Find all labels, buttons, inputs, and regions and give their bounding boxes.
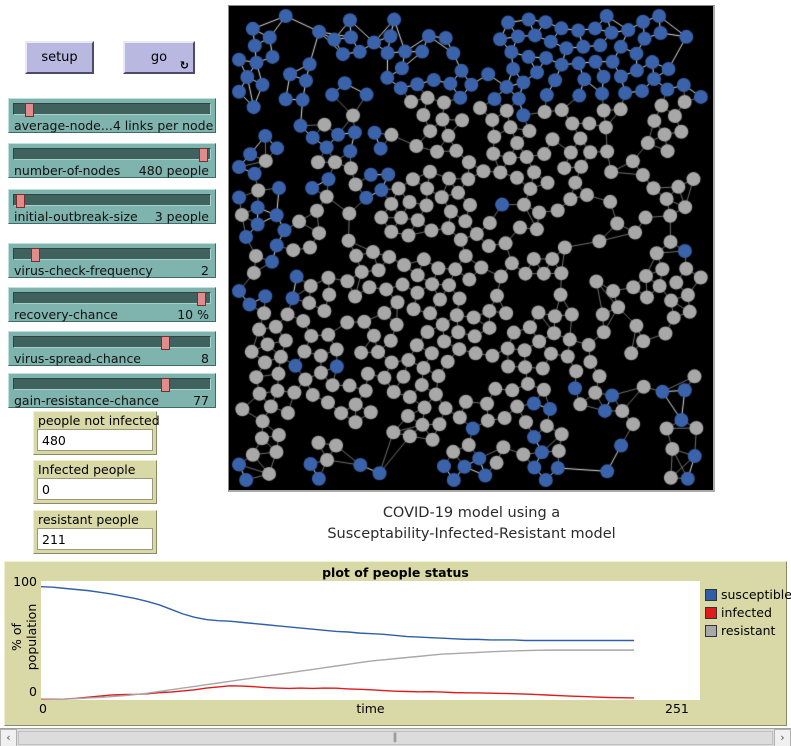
- slider-name-label: virus-check-frequency: [14, 262, 153, 278]
- go-button-label: go: [150, 50, 168, 65]
- slider-handle[interactable]: [25, 103, 34, 117]
- scroll-right-arrow-icon[interactable]: ›: [774, 728, 791, 746]
- monitor-resistant-people: resistant people 211: [33, 510, 157, 554]
- plot-title: plot of people status: [322, 565, 469, 580]
- legend-item-resistant: resistant: [705, 622, 791, 639]
- legend-swatch-infected: [705, 606, 717, 619]
- network-graph[interactable]: [229, 6, 713, 490]
- legend-item-infected: infected: [705, 604, 791, 621]
- slider-value-label: 8: [201, 350, 209, 366]
- y-axis-label: % of population: [9, 603, 39, 671]
- plot-legend: susceptible infected resistant: [705, 586, 791, 640]
- horizontal-scrollbar[interactable]: ‹ ‖ ›: [0, 728, 791, 746]
- slider-value-label: 2: [201, 262, 209, 278]
- slider-value-label: 3 people: [154, 208, 209, 224]
- slider-handle[interactable]: [16, 194, 25, 208]
- network-view[interactable]: [228, 5, 715, 492]
- slider-name-label: number-of-nodes: [14, 162, 121, 178]
- slider-average-node-degree[interactable]: average-node... 4 links per node: [8, 98, 216, 133]
- legend-label-resistant: resistant: [721, 623, 776, 638]
- slider-value-label: 4 links per node: [112, 117, 214, 133]
- caption-line-1: COVID-19 model using a: [382, 505, 561, 521]
- slider-track[interactable]: [13, 248, 211, 262]
- setup-button[interactable]: setup: [25, 41, 94, 74]
- slider-virus-check-frequency[interactable]: virus-check-frequency 2: [8, 243, 216, 278]
- scrollbar-thumb[interactable]: ‖: [18, 730, 773, 745]
- slider-track[interactable]: [13, 103, 211, 117]
- plot-panel[interactable]: plot of people status 100 0 % of populat…: [4, 561, 791, 726]
- monitor-people-not-infected: people not infected 480: [33, 411, 160, 455]
- view-caption: COVID-19 model using a Susceptability-In…: [228, 503, 715, 545]
- slider-label-row: virus-spread-chance 8: [14, 350, 209, 366]
- slider-name-label: recovery-chance: [14, 306, 118, 322]
- slider-label-row: gain-resistance-chance 77: [14, 392, 209, 408]
- x-axis-tick-min: 0: [39, 701, 47, 716]
- monitor-title: people not infected: [38, 413, 160, 428]
- plot-drawing-area: [41, 581, 700, 700]
- slider-handle[interactable]: [161, 378, 170, 392]
- monitor-title: Infected people: [38, 462, 136, 477]
- y-axis-tick-min: 0: [29, 684, 37, 699]
- slider-value-label: 77: [193, 392, 209, 408]
- slider-value-label: 480 people: [138, 162, 209, 178]
- slider-track[interactable]: [13, 194, 211, 208]
- caption-line-2: Susceptability-Infected-Resistant model: [327, 526, 616, 542]
- slider-label-row: initial-outbreak-size 3 people: [14, 208, 209, 224]
- x-axis-label: time: [356, 701, 385, 716]
- forever-loop-icon: ↻: [179, 59, 189, 72]
- legend-item-susceptible: susceptible: [705, 586, 791, 603]
- slider-track[interactable]: [13, 378, 211, 392]
- slider-handle[interactable]: [199, 148, 208, 162]
- y-axis-tick-max: 100: [13, 574, 37, 589]
- go-button[interactable]: go ↻: [123, 41, 195, 74]
- slider-name-label: average-node...: [14, 117, 113, 133]
- slider-number-of-nodes[interactable]: number-of-nodes 480 people: [8, 143, 216, 178]
- plot-series-susceptible: [41, 585, 635, 642]
- monitor-value: 211: [37, 528, 153, 550]
- setup-button-label: setup: [41, 50, 78, 65]
- slider-initial-outbreak-size[interactable]: initial-outbreak-size 3 people: [8, 189, 216, 224]
- slider-handle[interactable]: [31, 248, 40, 262]
- legend-swatch-susceptible: [705, 588, 717, 601]
- monitor-value: 480: [37, 429, 153, 451]
- slider-handle[interactable]: [161, 336, 170, 350]
- plot-series-svg: [41, 585, 635, 700]
- slider-name-label: virus-spread-chance: [14, 350, 142, 366]
- slider-track[interactable]: [13, 148, 211, 162]
- slider-handle[interactable]: [197, 292, 206, 306]
- plot-series-resistant: [41, 649, 635, 700]
- slider-track[interactable]: [13, 292, 211, 306]
- plot-series-infected: [41, 685, 635, 700]
- slider-label-row: virus-check-frequency 2: [14, 262, 209, 278]
- legend-label-infected: infected: [721, 605, 772, 620]
- scroll-left-arrow-icon[interactable]: ‹: [0, 728, 17, 746]
- slider-name-label: initial-outbreak-size: [14, 208, 138, 224]
- x-axis-tick-max: 251: [665, 701, 689, 716]
- slider-label-row: number-of-nodes 480 people: [14, 162, 209, 178]
- slider-name-label: gain-resistance-chance: [14, 392, 160, 408]
- slider-virus-spread-chance[interactable]: virus-spread-chance 8: [8, 331, 216, 366]
- monitor-infected-people: Infected people 0: [33, 460, 157, 504]
- legend-swatch-resistant: [705, 624, 717, 637]
- legend-label-susceptible: susceptible: [721, 587, 791, 602]
- slider-label-row: average-node... 4 links per node: [14, 117, 213, 133]
- slider-gain-resistance-chance[interactable]: gain-resistance-chance 77: [8, 373, 216, 408]
- slider-value-label: 10 %: [177, 306, 209, 322]
- slider-track[interactable]: [13, 336, 211, 350]
- monitor-value: 0: [37, 478, 153, 500]
- monitor-title: resistant people: [38, 512, 139, 527]
- slider-recovery-chance[interactable]: recovery-chance 10 %: [8, 287, 216, 322]
- slider-label-row: recovery-chance 10 %: [14, 306, 209, 322]
